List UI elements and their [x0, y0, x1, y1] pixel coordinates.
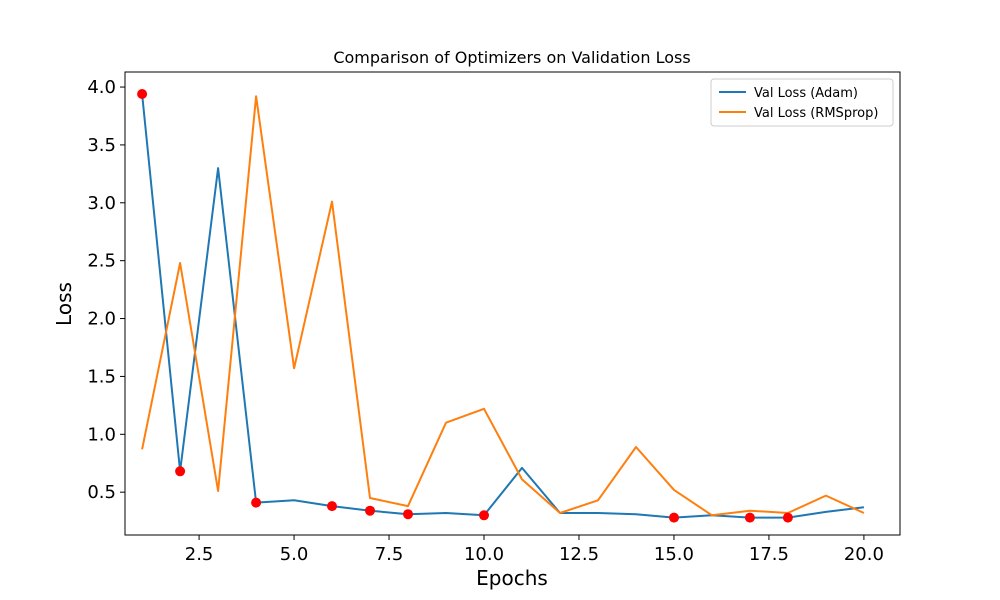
- legend: Val Loss (Adam) Val Loss (RMSprop): [710, 78, 894, 127]
- x-tick-label: 12.5: [559, 544, 599, 565]
- x-axis-label: Epochs: [476, 566, 548, 590]
- x-tick-label: 20.0: [844, 544, 884, 565]
- chart-title: Comparison of Optimizers on Validation L…: [333, 48, 690, 67]
- y-tick-label: 0.5: [87, 482, 116, 503]
- y-tick-label: 2.0: [87, 309, 116, 330]
- plot-frame: [124, 71, 901, 536]
- y-axis-label: Loss: [52, 282, 76, 326]
- plot-area: [125, 72, 900, 535]
- marker-point: [251, 497, 262, 508]
- marker-point: [175, 466, 186, 477]
- legend-label: Val Loss (RMSprop): [754, 106, 878, 121]
- marker-point: [744, 512, 755, 523]
- marker-point: [365, 505, 375, 516]
- marker-point: [782, 512, 793, 523]
- legend-box: [710, 78, 894, 127]
- marker-point: [403, 509, 413, 520]
- x-tick-label: 10.0: [464, 544, 504, 565]
- x-tick-label: 17.5: [749, 544, 789, 565]
- series-line-2: [141, 95, 865, 517]
- x-tick-label: 7.5: [375, 544, 404, 565]
- x-tick-label: 2.5: [185, 544, 214, 565]
- x-tick-label: 15.0: [654, 544, 694, 565]
- series-line-1: [141, 93, 865, 519]
- legend-label: Val Loss (Adam): [754, 86, 858, 101]
- y-tick-label: 3.5: [87, 135, 116, 156]
- y-tick-label: 4.0: [87, 77, 116, 98]
- marker-point: [669, 512, 679, 523]
- x-axis: 2.5 5.0 7.5 10.0 12.5 15.0 17.5 20.0: [185, 535, 884, 565]
- marker-point: [479, 510, 489, 521]
- y-tick-label: 3.0: [87, 193, 116, 214]
- x-tick-label: 5.0: [280, 544, 309, 565]
- marker-point: [327, 501, 337, 512]
- marker-point: [137, 89, 148, 99]
- series-layer: [141, 93, 865, 519]
- y-tick-label: 1.5: [87, 366, 116, 387]
- marker-layer: [137, 89, 793, 523]
- y-tick-label: 1.0: [87, 424, 116, 445]
- y-tick-label: 2.5: [87, 251, 116, 272]
- y-axis: 0.5 1.0 1.5 2.0 2.5 3.0 3.5 4.0: [87, 77, 125, 503]
